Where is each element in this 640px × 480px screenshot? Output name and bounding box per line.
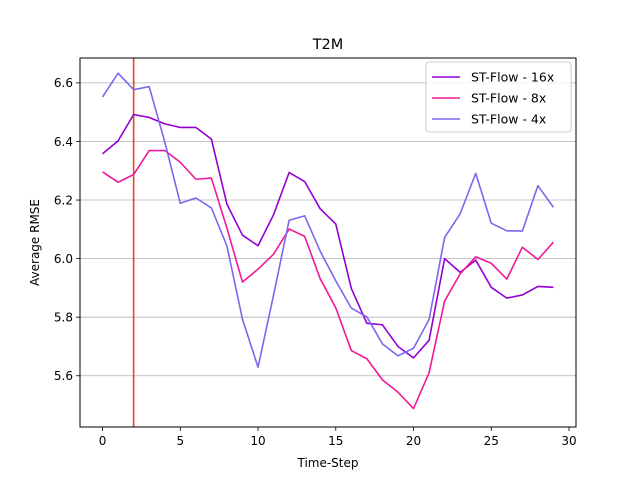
y-axis-ticks: 5.6 5.8 6.0 6.2 6.4 6.6: [54, 76, 80, 383]
y-tick-label-1: 5.8: [54, 310, 73, 324]
x-tick-label-6: 30: [561, 434, 576, 448]
legend: ST-Flow - 16x ST-Flow - 8x ST-Flow - 4x: [425, 61, 572, 133]
series-layer: [101, 72, 555, 410]
plot-frame: [79, 57, 577, 428]
y-axis-label: Average RMSE: [28, 199, 42, 286]
y-tick-label-0: 5.6: [54, 369, 73, 383]
x-tick-label-3: 15: [328, 434, 343, 448]
legend-label-2: ST-Flow - 8x: [471, 91, 546, 106]
x-tick-label-5: 25: [484, 434, 499, 448]
x-axis-ticks: 0 5 10 15 20 25 30: [99, 427, 577, 448]
y-tick-label-4: 6.4: [54, 135, 73, 149]
chart-title: T2M: [312, 37, 344, 53]
x-axis-label: Time-Step: [296, 456, 358, 470]
y-tick-label-2: 6.0: [54, 252, 73, 266]
legend-label-3: ST-Flow - 4x: [471, 112, 546, 127]
x-tick-label-2: 10: [250, 434, 265, 448]
legend-box: [425, 61, 572, 133]
series-line-1: [102, 113, 554, 359]
legend-label-1: ST-Flow - 16x: [471, 70, 554, 85]
y-tick-label-5: 6.6: [54, 76, 73, 90]
series-line-2: [102, 149, 555, 410]
series-line-3: [101, 72, 555, 369]
x-tick-label-0: 0: [99, 434, 107, 448]
x-tick-label-4: 20: [406, 434, 421, 448]
x-tick-label-1: 5: [176, 434, 184, 448]
y-tick-label-3: 6.2: [54, 193, 73, 207]
